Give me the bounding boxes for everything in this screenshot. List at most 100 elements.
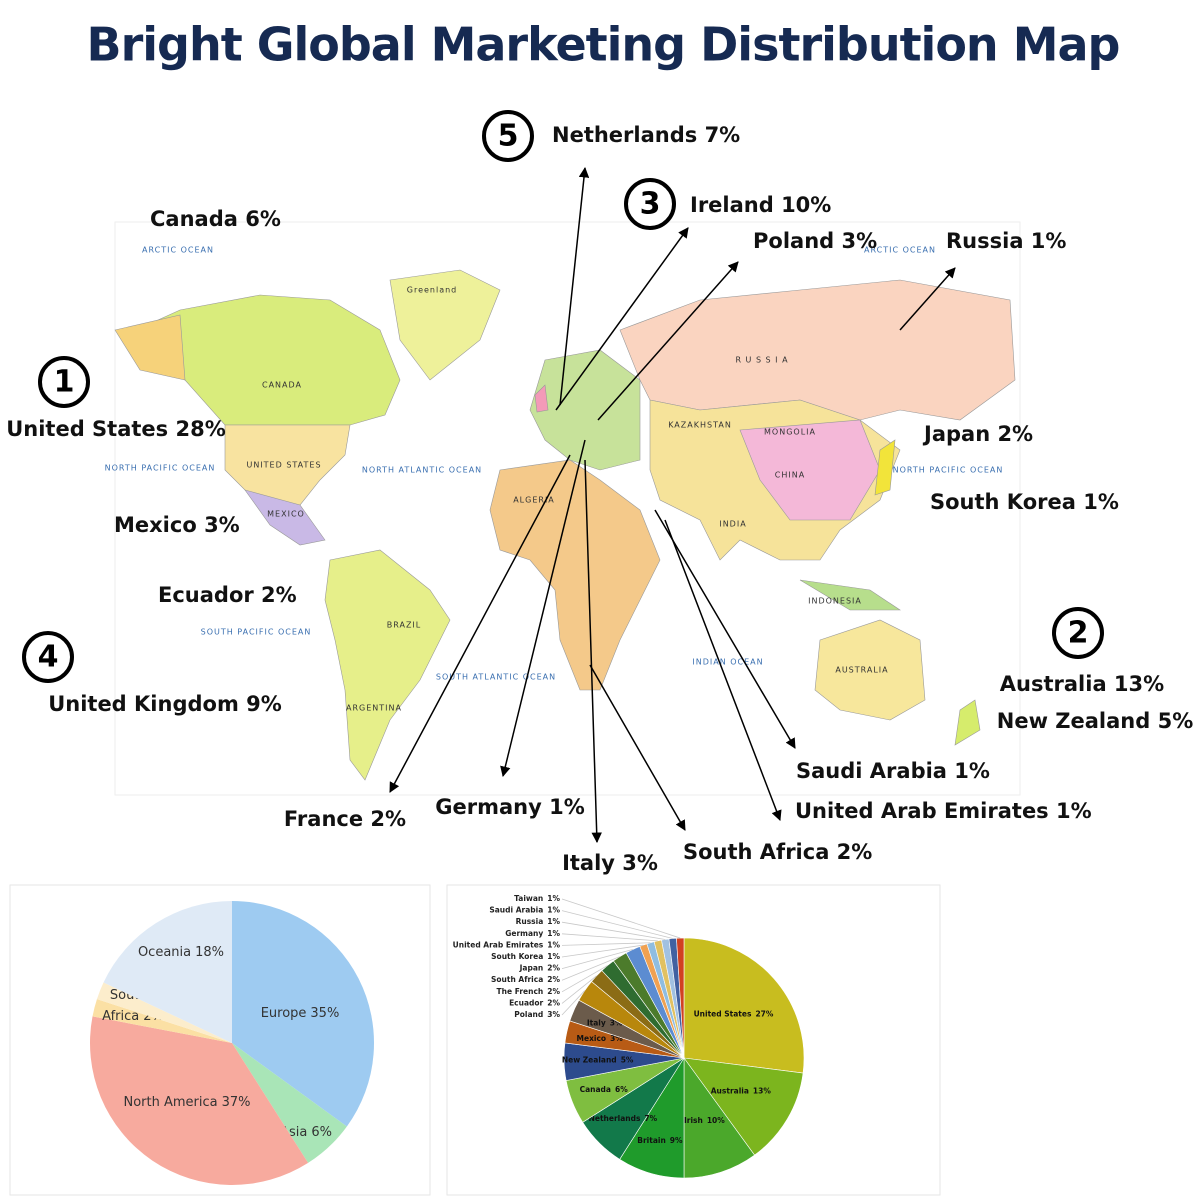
title: Bright Global Marketing Distribution Map (87, 18, 1120, 72)
label-value: 18% (195, 945, 224, 960)
country-label: Ireland 10% (690, 193, 831, 217)
place-label: INDONESIA (808, 597, 862, 606)
label-category: South Korea (491, 952, 543, 961)
arrow (654, 509, 796, 749)
country-label: United Arab Emirates 1% (795, 799, 1092, 823)
label-value: 1% (547, 952, 560, 961)
place-label: SOUTH PACIFIC OCEAN (201, 628, 312, 637)
place-label: R U S S I A (735, 356, 788, 365)
place-label: INDIAN OCEAN (692, 658, 763, 667)
place-label: UNITED STATES (246, 461, 321, 470)
pie-slice (232, 901, 374, 1127)
label-category: Saudi Arabia (489, 906, 543, 915)
arrow (589, 664, 686, 831)
leader-line (561, 898, 681, 939)
country-label: South Korea 1% (930, 490, 1119, 514)
slice-label: South Korea 1% (491, 952, 560, 961)
slice-label: Japan 2% (519, 964, 561, 973)
place-label: MONGOLIA (764, 428, 816, 437)
pie-slice (96, 982, 232, 1043)
country-label: Mexico 3% (114, 513, 240, 537)
leader-line (561, 933, 658, 942)
rank-circle (624, 178, 676, 230)
label-value: 1% (547, 940, 560, 949)
rank-circle (22, 631, 74, 683)
rank-circle (1052, 607, 1104, 659)
leader-line (561, 956, 620, 981)
slice-label: Netherlands 7% (589, 1114, 658, 1123)
label-value: 1% (547, 906, 560, 915)
label-category: New Zealand (562, 1056, 617, 1065)
place-label: KAZAKHSTAN (668, 421, 732, 430)
slice-label: Saudi Arabia 1% (489, 906, 560, 915)
rank-circle (482, 110, 534, 162)
country-label: Italy 3% (562, 851, 658, 875)
label-category: Africa (102, 1009, 139, 1024)
label-value: 3% (610, 1019, 623, 1028)
slice-label: Ecuador 2% (509, 998, 560, 1007)
slice-label: Mexico 3% (577, 1034, 624, 1043)
slice-label: Australia 13% (711, 1087, 772, 1096)
rank-number: 5 (498, 119, 519, 154)
label-category: Irish (684, 1116, 703, 1125)
label-value: 3% (547, 1010, 560, 1019)
leader-line (561, 921, 666, 940)
leader-line (561, 975, 597, 1004)
place-label: NORTH PACIFIC OCEAN (105, 464, 216, 473)
slice-label: United States 27% (694, 1009, 774, 1018)
slice-label: Poland 3% (514, 1010, 560, 1019)
slice-label: Oceania 18% (138, 945, 224, 960)
label-value: 2% (547, 998, 560, 1007)
leader-line (561, 944, 644, 958)
label-category: South Africa (491, 975, 543, 984)
label-category: Italy (587, 1019, 606, 1028)
country-label: South Africa 2% (683, 840, 872, 864)
slice-label: Canada 6% (580, 1085, 629, 1094)
country-label: Japan 2% (922, 422, 1033, 446)
label-category: Britain (637, 1136, 666, 1145)
rank-number: 4 (38, 640, 59, 675)
place-label: ALGERIA (513, 496, 555, 505)
place-label: ARCTIC OCEAN (142, 246, 214, 255)
arrow (899, 267, 956, 331)
leader-line (561, 990, 586, 1016)
label-value: 2% (547, 987, 560, 996)
arrow (500, 439, 586, 778)
label-category: North America (123, 1095, 217, 1110)
place-label: CHINA (775, 471, 805, 480)
country-label: Germany 1% (435, 795, 585, 819)
pie-slice (103, 901, 232, 1043)
slice-label: New Zealand 5% (562, 1056, 634, 1065)
label-value: 6% (311, 1125, 332, 1140)
place-label: NORTH PACIFIC OCEAN (893, 466, 1004, 475)
slice-label: Russia 1% (516, 917, 561, 926)
label-value: 7% (644, 1114, 657, 1123)
country-label: Australia 13% (1000, 672, 1164, 696)
world-map (114, 221, 1021, 796)
country-label: France 2% (284, 807, 406, 831)
label-value: 1% (547, 894, 560, 903)
label-value: 2% (547, 975, 560, 984)
arrow (597, 261, 739, 421)
place-label: ARGENTINA (346, 704, 402, 713)
label-value: 13% (753, 1087, 771, 1096)
slice-label: Italy 3% (587, 1019, 623, 1028)
label-category: Taiwan (514, 894, 543, 903)
label-value: 1% (547, 917, 560, 926)
rank-number: 1 (54, 365, 75, 400)
country-label: United States 28% (6, 417, 226, 441)
place-label: BRAZIL (387, 621, 422, 630)
place-label: ARCTIC OCEAN (864, 246, 936, 255)
slice-label: North America 37% (123, 1095, 250, 1110)
place-label: NORTH ATLANTIC OCEAN (362, 466, 482, 475)
label-category: Netherlands (589, 1114, 641, 1123)
arrow (555, 227, 689, 411)
country-label: Canada 6% (150, 207, 281, 231)
leader-line (561, 949, 634, 969)
slice-label: United Arab Emirates 1% (453, 940, 561, 949)
rank-number: 3 (640, 187, 661, 222)
leader-line (561, 965, 608, 993)
slice-label: Britain 9% (637, 1136, 683, 1145)
arrow (664, 519, 782, 821)
